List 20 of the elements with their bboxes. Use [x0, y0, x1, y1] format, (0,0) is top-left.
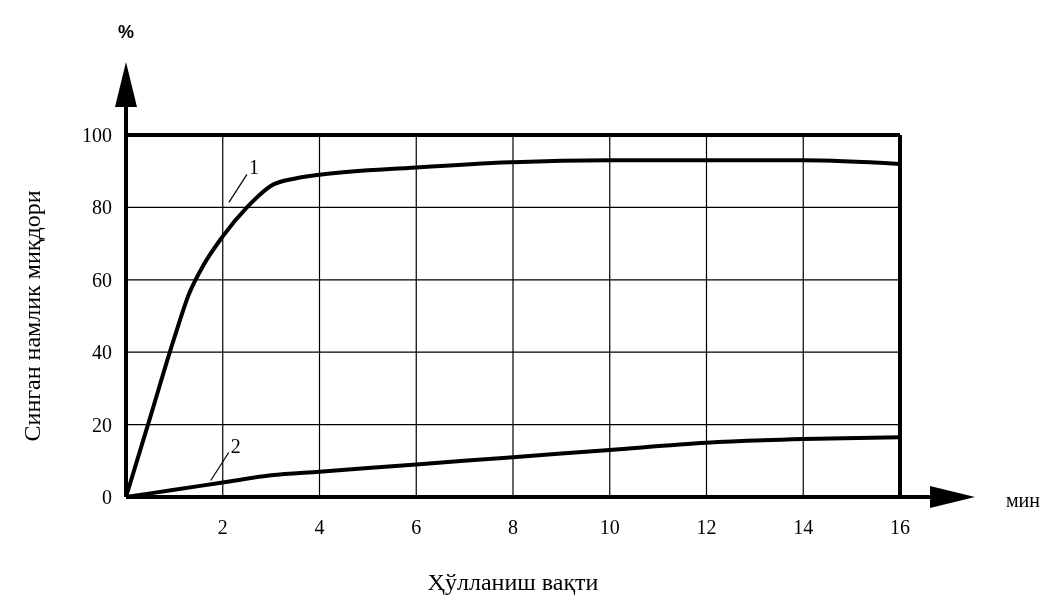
x-axis-title: Ҳўлланиш вақти [427, 569, 599, 595]
y-tick-label: 80 [92, 196, 112, 219]
y-tick-label: 100 [82, 124, 112, 146]
series-label: 1 [248, 156, 259, 179]
series-label: 2 [230, 434, 241, 457]
y-tick-label: 20 [92, 413, 112, 436]
y-tick-label: 0 [102, 486, 112, 508]
x-tick-label: 12 [696, 516, 717, 538]
y-tick-label: 60 [92, 268, 112, 291]
x-tick-label: 2 [217, 516, 228, 538]
x-tick-label: 10 [599, 516, 620, 538]
text: мин [1005, 489, 1041, 511]
x-tick-label: 14 [793, 516, 814, 538]
y-tick-label: 40 [92, 341, 112, 364]
text: % [117, 22, 135, 42]
x-tick-label: 8 [508, 516, 518, 538]
x-tick-label: 16 [890, 516, 910, 538]
y-axis-title: Синган намлик миқдори [19, 190, 45, 442]
x-tick-label: 4 [314, 516, 325, 538]
x-tick-label: 6 [411, 516, 422, 538]
